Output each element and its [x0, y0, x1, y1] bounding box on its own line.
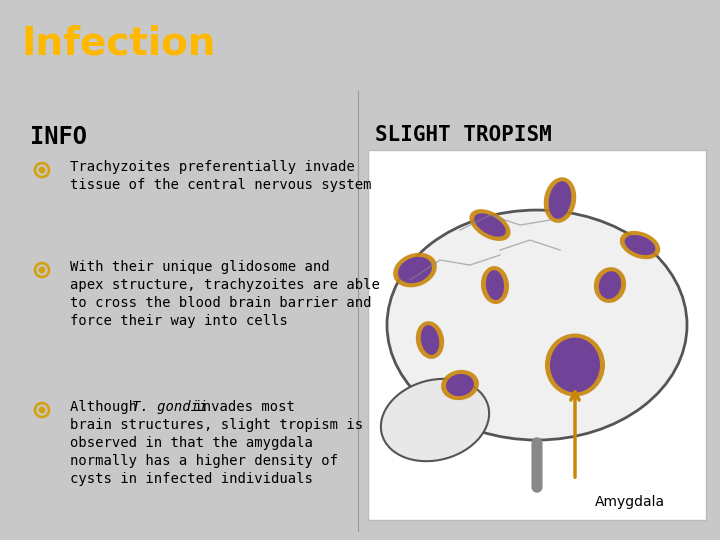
Ellipse shape [387, 210, 687, 440]
Text: INFO: INFO [30, 125, 87, 149]
FancyBboxPatch shape [368, 150, 706, 520]
Text: apex structure, trachyzoites are able: apex structure, trachyzoites are able [70, 278, 380, 292]
Ellipse shape [599, 271, 621, 299]
Text: normally has a higher density of: normally has a higher density of [70, 454, 338, 468]
Ellipse shape [381, 379, 489, 461]
Text: Trachyzoites preferentially invade: Trachyzoites preferentially invade [70, 160, 355, 174]
Text: T. gondii: T. gondii [132, 400, 207, 414]
Ellipse shape [544, 177, 576, 223]
Ellipse shape [549, 181, 572, 219]
Text: brain structures, slight tropism is: brain structures, slight tropism is [70, 418, 363, 432]
Ellipse shape [416, 321, 444, 359]
Text: tissue of the central nervous system: tissue of the central nervous system [70, 178, 372, 192]
Text: Infection: Infection [22, 24, 216, 62]
Text: With their unique glidosome and: With their unique glidosome and [70, 260, 330, 274]
Text: observed in that the amygdala: observed in that the amygdala [70, 436, 313, 450]
Ellipse shape [398, 257, 432, 283]
Ellipse shape [550, 338, 600, 393]
Text: cysts in infected individuals: cysts in infected individuals [70, 472, 313, 486]
Circle shape [38, 267, 45, 274]
Ellipse shape [545, 334, 605, 396]
Text: Amygdala: Amygdala [595, 495, 665, 509]
Ellipse shape [469, 209, 510, 241]
Text: Although: Although [70, 400, 145, 414]
Ellipse shape [620, 231, 660, 259]
Text: SLIGHT TROPISM: SLIGHT TROPISM [375, 125, 552, 145]
Ellipse shape [486, 270, 504, 300]
Ellipse shape [441, 370, 479, 400]
Text: force their way into cells: force their way into cells [70, 314, 288, 328]
Circle shape [38, 407, 45, 414]
Ellipse shape [474, 213, 506, 237]
Text: invades most: invades most [186, 400, 295, 414]
Circle shape [38, 166, 45, 173]
Ellipse shape [420, 325, 439, 355]
Text: to cross the blood brain barrier and: to cross the blood brain barrier and [70, 296, 372, 310]
Ellipse shape [446, 374, 474, 396]
Ellipse shape [594, 267, 626, 303]
Ellipse shape [393, 253, 437, 287]
Ellipse shape [625, 235, 655, 255]
Ellipse shape [481, 266, 509, 304]
